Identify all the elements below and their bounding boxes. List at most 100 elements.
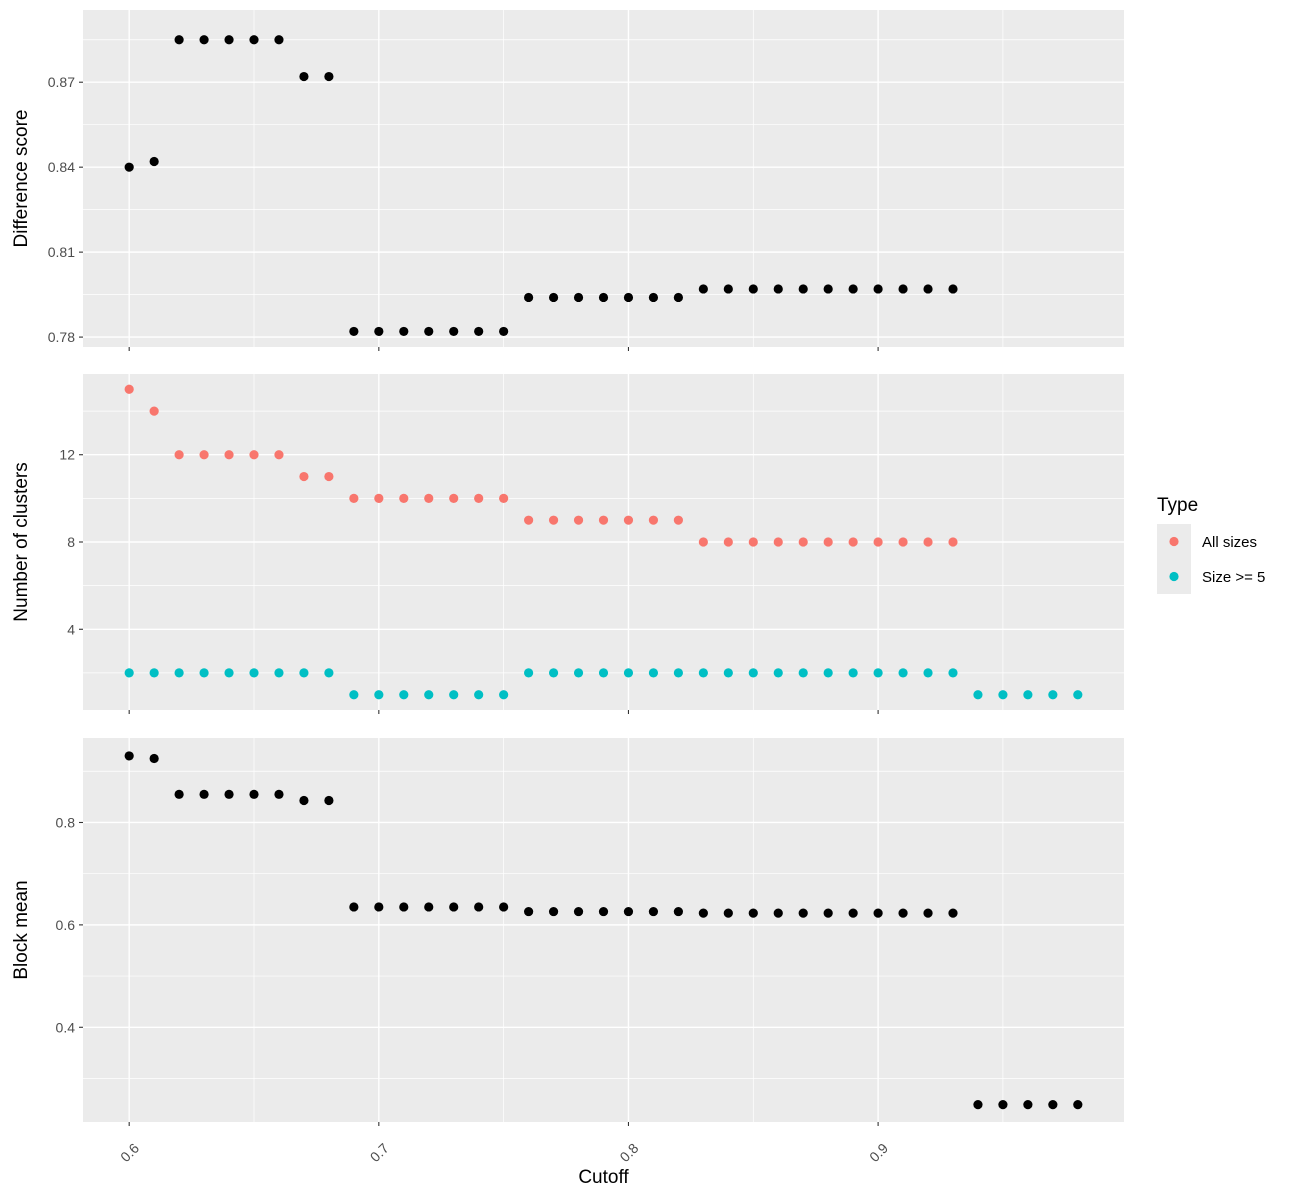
data-point [773, 537, 783, 547]
data-point [149, 668, 159, 678]
y-tick-label: 0.78 [48, 329, 75, 345]
data-point [349, 690, 359, 700]
data-point [798, 284, 808, 294]
data-point [848, 668, 858, 678]
data-point [623, 515, 634, 525]
data-point [748, 284, 758, 294]
data-point [748, 668, 758, 678]
series-0 [124, 35, 958, 337]
data-point [474, 493, 484, 503]
data-point [274, 35, 284, 45]
data-point [149, 753, 159, 764]
data-point [998, 690, 1008, 700]
y-tick-label: 0.4 [56, 1019, 76, 1035]
data-point [349, 326, 359, 337]
data-point [898, 908, 908, 918]
data-point [149, 406, 159, 416]
y-tick-label: 0.8 [56, 814, 76, 830]
data-point [873, 908, 883, 918]
series-0 [124, 751, 1083, 1110]
data-point [224, 668, 234, 678]
data-point [124, 668, 134, 678]
data-point [449, 493, 459, 503]
data-point [973, 690, 983, 700]
data-point [823, 908, 833, 918]
legend-key [1169, 571, 1179, 582]
data-point [798, 908, 808, 918]
data-point [324, 471, 334, 482]
y-axis-title: Number of clusters [11, 462, 32, 621]
data-point [573, 292, 584, 303]
data-point [673, 515, 683, 525]
data-point [224, 35, 234, 45]
data-point [449, 326, 459, 337]
data-point [598, 906, 609, 917]
data-point [698, 284, 708, 294]
data-point [174, 450, 184, 460]
data-point [898, 284, 908, 294]
data-point [124, 751, 134, 761]
data-point [698, 537, 708, 547]
data-point [723, 537, 733, 547]
series-0 [124, 384, 958, 547]
data-point [798, 537, 808, 547]
data-point [224, 789, 234, 799]
panel-background [83, 738, 1124, 1122]
x-tick-label: 0.6 [117, 1140, 142, 1165]
data-point [548, 292, 559, 303]
data-point [474, 326, 484, 337]
data-point [474, 690, 484, 700]
y-tick-label: 0.81 [48, 244, 75, 260]
data-point [399, 493, 409, 503]
data-point [424, 326, 434, 337]
data-point [948, 284, 958, 294]
data-point [898, 537, 908, 547]
data-point [598, 292, 609, 303]
y-tick-label: 0.87 [48, 74, 75, 90]
data-point [973, 1099, 983, 1110]
data-point [773, 284, 783, 294]
data-point [424, 493, 434, 503]
data-point [673, 906, 683, 917]
data-point [249, 450, 259, 460]
data-point [249, 789, 259, 799]
data-point [723, 668, 733, 678]
data-point [548, 668, 559, 678]
data-point [923, 284, 933, 294]
data-point [573, 515, 584, 525]
data-point [823, 668, 833, 678]
data-point [174, 35, 184, 45]
data-point [1073, 690, 1083, 700]
data-point [1048, 690, 1058, 700]
data-point [848, 537, 858, 547]
data-point [773, 908, 783, 918]
data-point [623, 668, 634, 678]
data-point [723, 908, 733, 918]
data-point [374, 902, 384, 912]
data-point [374, 690, 384, 700]
data-point [923, 668, 933, 678]
panel-bottom: 0.4 0.6 0.8 0.6 0.7 0.8 0.9 Block mean Cutoff [11, 738, 1124, 1188]
data-point [823, 284, 833, 294]
data-point [399, 326, 409, 337]
data-point [499, 690, 509, 700]
data-point [124, 384, 134, 394]
data-point [149, 156, 159, 167]
y-tick-label: 8 [67, 534, 75, 550]
data-point [573, 906, 584, 917]
data-point [474, 902, 484, 912]
data-point [898, 668, 908, 678]
data-point [773, 668, 783, 678]
data-point [648, 292, 659, 303]
y-tick-label: 12 [59, 447, 75, 463]
data-point [274, 450, 284, 460]
data-point [923, 537, 933, 547]
data-point [324, 668, 334, 678]
data-point [598, 515, 609, 525]
data-point [424, 690, 434, 700]
y-axis-title: Block mean [11, 880, 32, 979]
data-point [349, 493, 359, 503]
data-point [249, 35, 259, 45]
data-point [698, 668, 708, 678]
